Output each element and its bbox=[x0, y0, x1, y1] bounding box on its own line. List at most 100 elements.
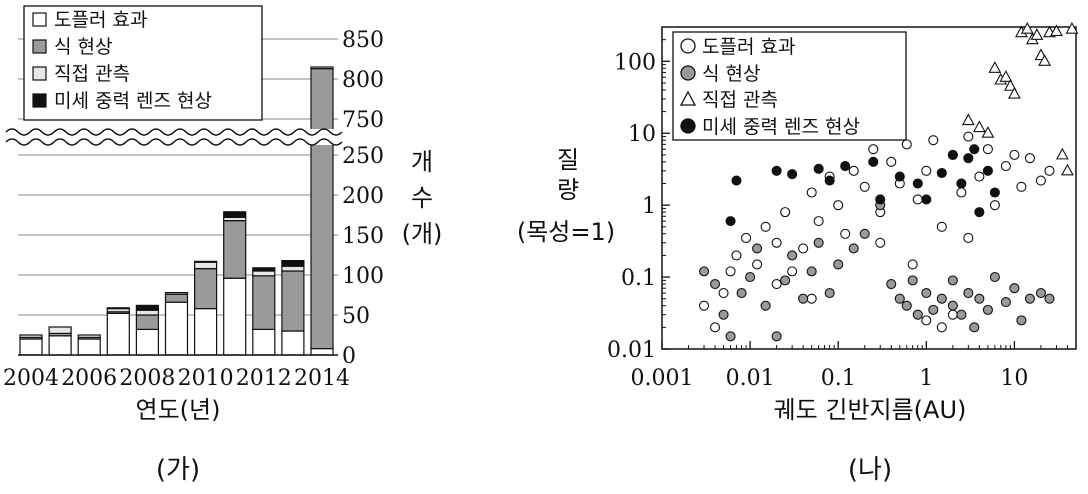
scatter-x-axis-title: 궤도 긴반지름(AU) bbox=[774, 396, 967, 424]
bar-segment bbox=[252, 328, 276, 356]
sc-point-doppler bbox=[698, 300, 710, 311]
sc-point-direct bbox=[981, 126, 995, 138]
sc-point-eclipse bbox=[901, 300, 912, 311]
sc-point-direct bbox=[961, 113, 975, 126]
legend-swatch-direct bbox=[32, 66, 47, 81]
sc-point-eclipse bbox=[698, 266, 710, 277]
bar-segment bbox=[164, 301, 189, 356]
bar-x-tick-label: 2004 bbox=[3, 366, 59, 391]
sc-point-doppler bbox=[963, 232, 974, 243]
sc-x-tick-label: 0.001 bbox=[631, 366, 694, 391]
bar-segment bbox=[281, 260, 305, 267]
axis-break-line bbox=[5, 138, 343, 146]
sc-point-microlensing bbox=[969, 144, 980, 155]
bar-segment bbox=[281, 270, 305, 332]
bar-x-tick-label: 2010 bbox=[178, 366, 234, 391]
sc-point-eclipse bbox=[806, 266, 817, 277]
legend-swatch-eclipse bbox=[32, 39, 47, 54]
bar-segment bbox=[135, 314, 159, 330]
bar-segment bbox=[252, 275, 276, 330]
sc-point-doppler bbox=[921, 315, 932, 326]
sc-y-axis-title-part: 질 bbox=[557, 146, 579, 174]
sc-point-eclipse bbox=[912, 309, 923, 320]
legend-label-doppler: 도플러 효과 bbox=[54, 9, 147, 31]
sc-point-eclipse bbox=[813, 237, 824, 248]
bar-segment bbox=[252, 270, 276, 277]
legend-label-eclipse: 식 현상 bbox=[54, 36, 112, 58]
bar-segment bbox=[252, 267, 276, 272]
sc-point-microlensing bbox=[824, 175, 835, 186]
sc-point-eclipse bbox=[824, 287, 835, 299]
sc-point-doppler bbox=[813, 216, 824, 227]
bar-segment bbox=[48, 326, 72, 335]
sc-point-direct bbox=[1030, 28, 1044, 40]
bar-legend: 도플러 효과 식 현상 직접 관측 미세 중력 렌즈 현상 bbox=[23, 5, 263, 121]
sc-point-doppler bbox=[833, 200, 844, 211]
sc-point-doppler bbox=[936, 322, 947, 333]
sc-point-doppler bbox=[787, 266, 798, 277]
bar-segment bbox=[194, 261, 218, 270]
sc-y-axis-title-part: (목성=1) bbox=[517, 218, 615, 246]
sc-point-eclipse bbox=[752, 243, 763, 254]
bar-segment bbox=[194, 268, 218, 310]
sc-point-eclipse bbox=[848, 243, 859, 254]
sc-point-doppler bbox=[1024, 153, 1035, 164]
sc-point-eclipse bbox=[1035, 287, 1046, 299]
bar-y-tick-label: 200 bbox=[342, 184, 384, 209]
sc-point-doppler bbox=[840, 228, 851, 239]
bar-segment bbox=[223, 211, 247, 219]
bar-x-tick-label: 2008 bbox=[119, 366, 175, 391]
sc-legend-marker-eclipse bbox=[680, 65, 696, 81]
bar-segment bbox=[310, 67, 334, 350]
sc-point-microlensing bbox=[947, 149, 958, 160]
bar-segment bbox=[135, 304, 159, 311]
bar-segment bbox=[164, 292, 189, 295]
sc-legend-label-doppler: 도플러 효과 bbox=[702, 36, 795, 58]
sc-point-doppler bbox=[780, 207, 791, 218]
scatter-legend: 도플러 효과 식 현상 직접 관측 미세 중력 렌즈 현상 bbox=[672, 31, 907, 141]
bar-x-tick-label: 2006 bbox=[61, 366, 117, 391]
sc-point-direct bbox=[1065, 22, 1079, 34]
sc-point-doppler bbox=[771, 278, 782, 290]
bar-y-tick-label: 100 bbox=[342, 264, 384, 289]
sc-point-doppler bbox=[901, 139, 912, 150]
bar-segment bbox=[106, 307, 130, 310]
sc-point-doppler bbox=[982, 144, 993, 155]
sc-point-direct bbox=[1007, 86, 1021, 99]
sc-point-eclipse bbox=[969, 322, 980, 333]
sc-point-doppler bbox=[1016, 181, 1027, 192]
sc-y-tick-label: 0.01 bbox=[607, 338, 656, 363]
bar-legend-box bbox=[23, 5, 263, 121]
bar-panel-caption: (가) bbox=[156, 455, 200, 485]
bar-segment bbox=[223, 220, 247, 279]
sc-point-doppler bbox=[859, 181, 870, 192]
bar-segment bbox=[281, 330, 305, 356]
sc-point-eclipse bbox=[947, 275, 958, 286]
sc-point-microlensing bbox=[813, 163, 824, 174]
sc-y-tick-label: 100 bbox=[614, 50, 656, 75]
sc-point-doppler bbox=[1000, 160, 1011, 172]
sc-point-doppler bbox=[886, 156, 897, 167]
sc-point-microlensing bbox=[974, 207, 985, 218]
sc-point-microlensing bbox=[912, 178, 923, 189]
axis-break-mark bbox=[5, 128, 343, 146]
bar-y-tick-label: 800 bbox=[342, 68, 384, 93]
sc-point-doppler bbox=[974, 171, 985, 182]
sc-point-direct bbox=[1050, 24, 1063, 37]
sc-legend-label-microlensing: 미세 중력 렌즈 현상 bbox=[702, 116, 860, 138]
scatter-y-axis-title: 질량 (목성=1) bbox=[517, 146, 615, 246]
bar-segment bbox=[48, 335, 72, 356]
sc-point-eclipse bbox=[921, 287, 932, 299]
bar-segment bbox=[194, 260, 218, 263]
sc-point-doppler bbox=[963, 131, 974, 142]
sc-x-tick-label: 1 bbox=[919, 366, 933, 391]
sc-point-eclipse bbox=[771, 331, 782, 342]
bar-segment bbox=[106, 312, 130, 356]
sc-point-direct bbox=[1020, 22, 1034, 34]
sc-point-eclipse bbox=[1000, 296, 1011, 308]
sc-point-eclipse bbox=[1009, 283, 1020, 294]
sc-point-doppler bbox=[741, 232, 752, 243]
scatter-ticks: 0.001 0.01 0.1 1 10 0.01 0.1 1 10 100 bbox=[607, 26, 1077, 391]
sc-point-eclipse bbox=[956, 309, 967, 320]
